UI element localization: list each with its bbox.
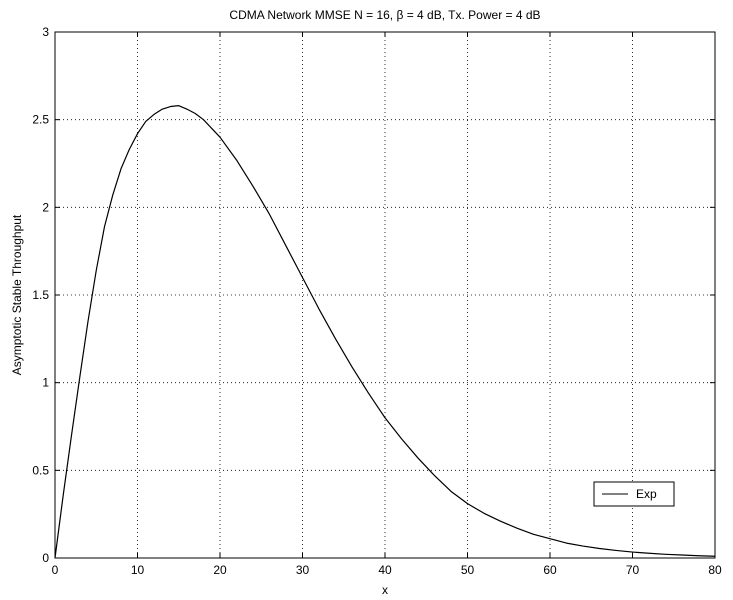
- y-tick-label: 2: [42, 200, 49, 214]
- y-tick-label: 0.5: [32, 463, 49, 477]
- x-tick-label: 0: [52, 563, 59, 577]
- x-tick-label: 30: [296, 563, 310, 577]
- y-tick-label: 1.5: [32, 288, 49, 302]
- series-layer: [54, 105, 716, 559]
- chart-title: CDMA Network MMSE N = 16, β = 4 dB, Tx. …: [229, 8, 540, 22]
- axis-ticks: [54, 31, 716, 559]
- y-axis-title: Asymptotic Stable Throughput: [10, 214, 24, 375]
- x-tick-label: 50: [461, 563, 475, 577]
- legend: Exp: [593, 481, 675, 507]
- y-tick-label: 3: [42, 25, 49, 39]
- legend-label-exp: Exp: [636, 487, 657, 501]
- x-tick-label: 10: [131, 563, 145, 577]
- y-tick-label: 0: [42, 551, 49, 565]
- series-line-exp: [54, 105, 716, 559]
- y-tick-label: 1: [42, 376, 49, 390]
- x-tick-label: 70: [626, 563, 640, 577]
- x-axis-title: x: [382, 583, 388, 597]
- axis-tick-labels: 0 10 20 30 40 50 60 70 80 0 0.5 1 1.5 2 2.5 3: [32, 25, 722, 577]
- x-tick-label: 80: [708, 563, 722, 577]
- x-tick-label: 60: [543, 563, 557, 577]
- x-tick-label: 20: [213, 563, 227, 577]
- y-tick-label: 2.5: [32, 113, 49, 127]
- x-tick-label: 40: [378, 563, 392, 577]
